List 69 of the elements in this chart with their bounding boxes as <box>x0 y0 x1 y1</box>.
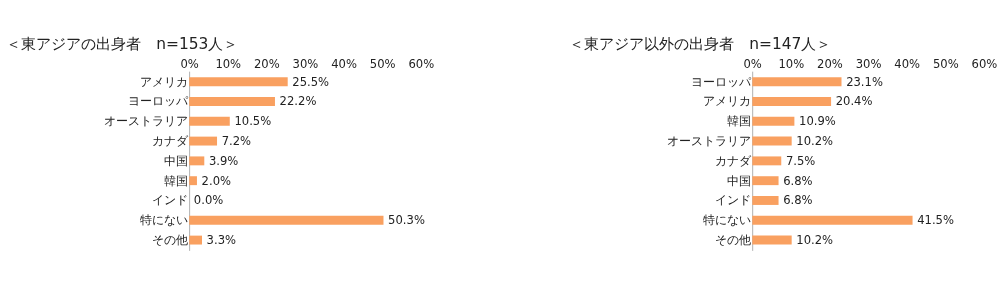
bar <box>752 215 913 225</box>
x-tick-label: 40% <box>331 56 357 71</box>
y-tick-label: 中国 <box>164 153 189 168</box>
data-label: 10.2% <box>796 133 834 148</box>
data-label: 2.0% <box>201 173 232 188</box>
y-tick-label: 特にない <box>703 213 752 228</box>
x-tick-label: 50% <box>932 56 959 71</box>
y-tick-label: ヨーロッパ <box>691 74 753 89</box>
bar <box>752 176 779 186</box>
bar <box>189 136 218 146</box>
bar <box>189 156 205 166</box>
bar <box>189 77 288 87</box>
x-tick-label: 20% <box>817 56 843 71</box>
bar <box>752 136 792 146</box>
y-tick-label: 中国 <box>727 173 752 188</box>
bar <box>752 77 842 87</box>
bar <box>189 97 275 106</box>
x-tick-label: 10% <box>778 56 805 71</box>
data-label: 10.2% <box>796 232 834 247</box>
data-label: 6.8% <box>783 193 813 208</box>
bar <box>752 116 795 126</box>
data-label: 6.8% <box>783 173 813 188</box>
bar <box>752 235 792 245</box>
bar <box>189 235 202 245</box>
x-tick-label: 0% <box>743 56 762 71</box>
y-tick-label: アメリカ <box>703 94 752 109</box>
y-tick-label: インド <box>152 193 189 208</box>
data-label: 3.9% <box>208 153 239 168</box>
chart-title: ＜東アジア以外の出身者 n=147人＞ <box>569 34 832 53</box>
y-tick-label: 特にない <box>140 213 189 228</box>
data-label: 20.4% <box>835 94 873 109</box>
data-label: 3.3% <box>206 232 237 247</box>
x-tick-label: 30% <box>855 56 882 71</box>
data-label: 41.5% <box>917 213 954 228</box>
y-tick-label: 韓国 <box>727 114 752 129</box>
x-tick-label: 60% <box>971 56 998 71</box>
x-tick-label: 20% <box>253 56 280 71</box>
y-tick-label: インド <box>715 193 752 208</box>
y-tick-label: カナダ <box>152 133 190 148</box>
x-tick-label: 50% <box>369 56 396 71</box>
y-tick-label: オーストラリア <box>104 114 189 129</box>
y-tick-label: カナダ <box>715 153 753 168</box>
data-label: 50.3% <box>388 213 425 228</box>
y-tick-label: 韓国 <box>164 173 189 188</box>
data-label: 7.5% <box>785 153 816 168</box>
bar <box>189 215 384 225</box>
data-label: 22.2% <box>279 94 317 109</box>
bar <box>189 176 197 186</box>
data-label: 10.5% <box>234 114 272 129</box>
bar <box>752 156 782 166</box>
x-tick-label: 40% <box>894 56 921 71</box>
bar <box>752 196 779 205</box>
y-tick-label: アメリカ <box>140 74 189 89</box>
y-tick-label: ヨーロッパ <box>128 94 190 109</box>
data-label: 10.9% <box>799 114 836 129</box>
x-tick-label: 60% <box>408 56 435 71</box>
data-label: 23.1% <box>846 74 883 89</box>
bar <box>752 97 832 106</box>
x-tick-label: 0% <box>180 56 199 71</box>
x-tick-label: 30% <box>292 56 319 71</box>
y-tick-label: その他 <box>152 232 189 247</box>
data-label: 0.0% <box>193 193 224 208</box>
data-label: 25.5% <box>292 74 330 89</box>
bar <box>189 116 230 126</box>
x-tick-label: 10% <box>215 56 242 71</box>
data-label: 7.2% <box>221 133 252 148</box>
chart-title: ＜東アジアの出身者 n=153人＞ <box>6 34 239 53</box>
y-tick-label: その他 <box>715 232 752 247</box>
y-tick-label: オーストラリア <box>667 133 752 148</box>
